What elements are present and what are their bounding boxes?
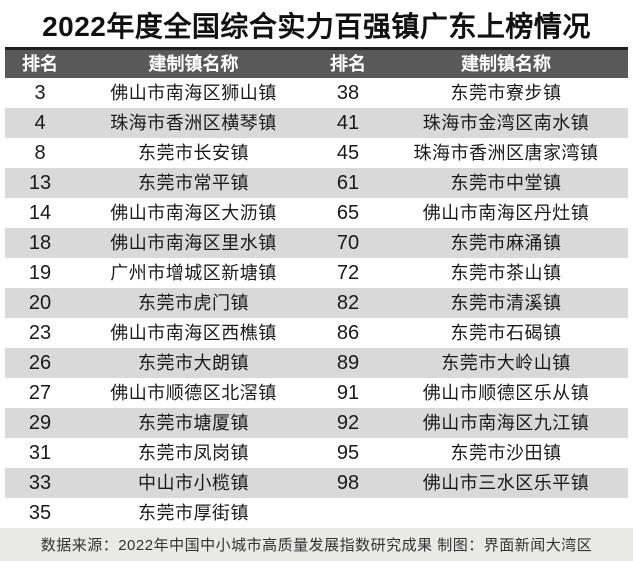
rank-cell-right: 65 [336, 202, 360, 224]
table-row: 8 东莞市长安镇 45 珠海市香洲区唐家湾镇 [5, 138, 628, 168]
town-cell-left: 佛山市南海区西樵镇 [110, 323, 277, 343]
town-cell-right: 东莞市中堂镇 [450, 173, 562, 193]
rank-cell-left: 29 [28, 412, 52, 434]
table-row: 35 东莞市厚街镇 [5, 498, 628, 528]
header-town-left: 建制镇名称 [148, 54, 239, 74]
source-note: 数据来源：2022年中国中小城市高质量发展指数研究成果 制图：界面新闻大湾区 [0, 528, 633, 561]
town-cell-right: 佛山市南海区九江镇 [422, 413, 590, 433]
table-row: 4 珠海市香洲区横琴镇 41 珠海市金湾区南水镇 [5, 108, 628, 138]
rank-cell-right: 86 [336, 322, 360, 344]
table-row: 31 东莞市凤岗镇 95 东莞市沙田镇 [5, 438, 628, 468]
town-cell-left: 佛山市顺德区北滘镇 [110, 383, 277, 403]
town-cell-right: 东莞市麻涌镇 [450, 233, 562, 253]
town-cell-right: 佛山市南海区丹灶镇 [422, 203, 590, 223]
town-cell-left: 东莞市塘厦镇 [138, 413, 249, 433]
town-cell-left: 中山市小榄镇 [138, 473, 249, 493]
table-row: 27 佛山市顺德区北滘镇 91 佛山市顺德区乐从镇 [5, 378, 628, 408]
town-cell-right: 东莞市清溪镇 [450, 293, 562, 313]
table-row: 13 东莞市常平镇 61 东莞市中堂镇 [5, 168, 628, 198]
rank-cell-right: 91 [336, 382, 360, 404]
rank-cell-right: 98 [336, 472, 360, 494]
town-cell-left: 佛山市南海区狮山镇 [110, 83, 277, 103]
town-cell-right: 东莞市石碣镇 [450, 323, 562, 343]
town-cell-left: 佛山市南海区大沥镇 [110, 203, 277, 223]
rank-cell-right: 82 [336, 292, 360, 314]
header-rank-left: 排名 [22, 54, 58, 74]
rank-cell-left: 33 [28, 472, 52, 494]
table-row: 26 东莞市大朗镇 89 东莞市大岭山镇 [5, 348, 628, 378]
rank-cell-left: 8 [34, 142, 46, 164]
rank-cell-left: 27 [28, 382, 52, 404]
rank-cell-left: 35 [28, 502, 52, 524]
table-body: 3 佛山市南海区狮山镇 38 东莞市寮步镇 4 珠海市香洲区横琴镇 41 珠海市金湾区南水镇 8… [5, 78, 628, 528]
town-cell-right [384, 498, 628, 528]
town-cell-left: 广州市增城区新塘镇 [110, 263, 277, 283]
table-row: 33 中山市小榄镇 98 佛山市三水区乐平镇 [5, 468, 628, 498]
rank-cell-left: 23 [28, 322, 52, 344]
table-row: 3 佛山市南海区狮山镇 38 东莞市寮步镇 [5, 78, 628, 108]
rank-cell-left: 13 [28, 172, 52, 194]
rank-cell-left: 14 [28, 202, 52, 224]
town-cell-right: 珠海市金湾区南水镇 [422, 113, 590, 133]
town-cell-right: 东莞市寮步镇 [450, 83, 562, 103]
rank-cell-right [312, 498, 384, 528]
rank-cell-right: 38 [336, 82, 360, 104]
town-cell-right: 东莞市茶山镇 [450, 263, 562, 283]
rank-cell-right: 41 [336, 112, 360, 134]
rank-cell-left: 19 [28, 262, 52, 284]
rank-cell-left: 18 [28, 232, 52, 254]
rank-cell-right: 92 [336, 412, 360, 434]
table-row: 20 东莞市虎门镇 82 东莞市清溪镇 [5, 288, 628, 318]
rank-cell-left: 4 [34, 112, 46, 134]
rank-cell-right: 72 [336, 262, 360, 284]
town-cell-left: 东莞市厚街镇 [138, 503, 249, 523]
town-cell-left: 东莞市凤岗镇 [138, 443, 249, 463]
rank-cell-right: 95 [336, 442, 360, 464]
town-cell-right: 佛山市三水区乐平镇 [422, 473, 590, 493]
rank-cell-left: 26 [28, 352, 52, 374]
rank-cell-left: 31 [28, 442, 52, 464]
header-rank-right: 排名 [330, 54, 366, 74]
town-cell-right: 东莞市大岭山镇 [441, 353, 571, 373]
town-cell-right: 珠海市香洲区唐家湾镇 [413, 143, 599, 163]
rank-cell-right: 61 [336, 172, 360, 194]
table-header-row: 排名 建制镇名称 排名 建制镇名称 [5, 50, 628, 78]
header-town-right: 建制镇名称 [461, 54, 551, 74]
table-row: 19 广州市增城区新塘镇 72 东莞市茶山镇 [5, 258, 628, 288]
town-cell-right: 东莞市沙田镇 [450, 443, 562, 463]
table-row: 14 佛山市南海区大沥镇 65 佛山市南海区丹灶镇 [5, 198, 628, 228]
town-cell-right: 佛山市顺德区乐从镇 [422, 383, 590, 403]
table-row: 29 东莞市塘厦镇 92 佛山市南海区九江镇 [5, 408, 628, 438]
rank-cell-left: 20 [28, 292, 52, 314]
town-cell-left: 珠海市香洲区横琴镇 [110, 113, 277, 133]
town-cell-left: 东莞市常平镇 [138, 173, 249, 193]
town-cell-left: 东莞市大朗镇 [138, 353, 249, 373]
rank-cell-right: 89 [336, 352, 360, 374]
page-title: 2022年度全国综合实力百强镇广东上榜情况 [42, 10, 591, 42]
ranking-table: 排名 建制镇名称 排名 建制镇名称 3 佛山市南海区狮山镇 38 东莞市寮步镇 4 珠海市… [5, 47, 628, 528]
table-row: 23 佛山市南海区西樵镇 86 东莞市石碣镇 [5, 318, 628, 348]
town-cell-left: 东莞市虎门镇 [138, 293, 249, 313]
rank-cell-right: 70 [336, 232, 360, 254]
table-row: 18 佛山市南海区里水镇 70 东莞市麻涌镇 [5, 228, 628, 258]
town-cell-left: 东莞市长安镇 [138, 143, 249, 163]
town-cell-left: 佛山市南海区里水镇 [110, 233, 277, 253]
rank-cell-left: 3 [34, 82, 46, 104]
rank-cell-right: 45 [336, 142, 360, 164]
